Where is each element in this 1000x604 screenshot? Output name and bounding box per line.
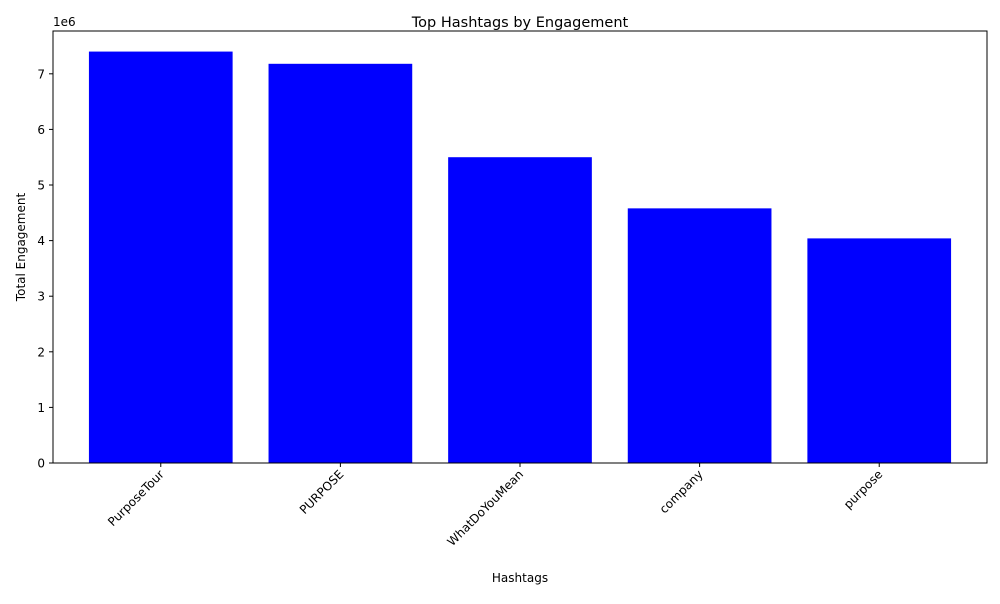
y-axis-offset-label: 1e6 (53, 15, 76, 29)
y-tick-label: 0 (37, 457, 45, 471)
x-tick-label: WhatDoYouMean (444, 467, 526, 549)
chart-title: Top Hashtags by Engagement (411, 15, 629, 31)
y-tick-label: 3 (37, 290, 45, 304)
x-tick-label: PurposeTour (105, 467, 167, 529)
y-tick-label: 2 (37, 345, 45, 359)
bar-WhatDoYouMean (448, 157, 592, 463)
x-tick-label: company (657, 467, 706, 516)
y-tick-label: 1 (37, 401, 45, 415)
x-tick-label: purpose (841, 467, 885, 511)
bar-PurposeTour (88, 51, 233, 463)
x-tick-label: PURPOSE (297, 467, 347, 517)
bar-purpose (807, 238, 952, 463)
plot-area (88, 51, 952, 463)
y-tick-label: 7 (37, 67, 45, 81)
bar-PURPOSE (268, 63, 413, 463)
y-tick-label: 4 (37, 234, 45, 248)
y-tick-label: 5 (37, 179, 45, 193)
bar-company (627, 208, 772, 463)
y-tick-label: 6 (37, 123, 45, 137)
x-axis-label: Hashtags (492, 571, 548, 585)
y-axis-label: Total Engagement (14, 193, 28, 303)
